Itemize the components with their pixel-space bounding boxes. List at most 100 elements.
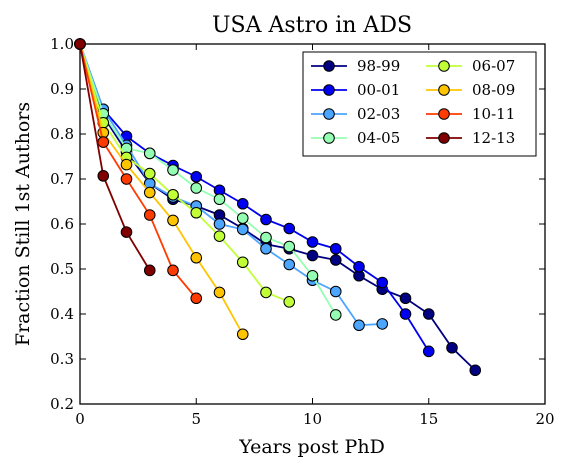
y-tick-label: 0.6 bbox=[50, 215, 74, 233]
legend: 98-99 00-01 02-03 04-05 06-07 08-09 10-11 12-13 bbox=[302, 51, 537, 157]
data-point bbox=[283, 240, 296, 253]
series-line bbox=[79, 43, 290, 303]
plot-area: 0 5 10 15 20 0.2 0.3 0.4 0.5 0.6 0.7 0.8 0.9 1.0 98-9… bbox=[50, 35, 554, 428]
legend-marker bbox=[438, 84, 450, 96]
legend-label: 04-05 bbox=[357, 129, 400, 147]
legend-label: 10-11 bbox=[472, 105, 515, 123]
legend-label: 06-07 bbox=[472, 57, 515, 75]
legend-label: 00-01 bbox=[357, 81, 400, 99]
legend-marker bbox=[323, 60, 335, 72]
data-point bbox=[167, 214, 179, 227]
data-point bbox=[213, 230, 226, 242]
chart-title: USA Astro in ADS bbox=[212, 13, 412, 38]
data-point bbox=[236, 197, 249, 210]
data-point bbox=[97, 136, 110, 148]
data-point bbox=[143, 167, 156, 180]
data-point bbox=[399, 308, 412, 320]
x-axis-label: Years post PhD bbox=[238, 436, 385, 458]
data-point bbox=[190, 170, 203, 183]
data-point bbox=[329, 285, 342, 298]
data-point bbox=[329, 309, 342, 321]
data-point bbox=[422, 345, 435, 358]
legend-marker bbox=[323, 132, 335, 144]
data-point bbox=[353, 260, 365, 273]
legend-label: 12-13 bbox=[472, 129, 515, 147]
data-point bbox=[120, 173, 133, 185]
data-point bbox=[376, 318, 389, 330]
data-point bbox=[353, 319, 365, 332]
y-tick-label: 0.9 bbox=[50, 80, 74, 98]
data-point bbox=[167, 264, 179, 277]
y-tick-label: 0.2 bbox=[50, 395, 74, 413]
data-point bbox=[283, 258, 296, 271]
legend-item: 98-99 bbox=[311, 57, 400, 75]
y-tick-label: 0.7 bbox=[50, 170, 74, 188]
data-point bbox=[143, 209, 156, 221]
legend-label: 02-03 bbox=[357, 105, 400, 123]
data-point bbox=[143, 264, 156, 277]
data-point bbox=[143, 147, 156, 160]
data-point bbox=[376, 276, 389, 289]
data-point bbox=[213, 218, 226, 230]
legend-marker bbox=[323, 84, 335, 96]
data-point bbox=[329, 242, 342, 255]
legend-item: 06-07 bbox=[426, 57, 515, 75]
y-tick-label: 0.5 bbox=[50, 260, 74, 278]
data-point bbox=[260, 242, 272, 255]
data-point bbox=[120, 226, 133, 238]
data-point bbox=[469, 364, 482, 377]
data-point bbox=[260, 231, 272, 244]
y-tick-label: 0.4 bbox=[50, 305, 74, 323]
legend-marker bbox=[323, 108, 335, 120]
series-line bbox=[79, 43, 337, 316]
legend-marker bbox=[438, 60, 450, 72]
legend-marker bbox=[438, 108, 450, 120]
data-point bbox=[190, 182, 203, 194]
legend-item: 00-01 bbox=[311, 81, 400, 99]
data-point bbox=[260, 213, 272, 226]
y-axis-label: Fraction Still 1st Authors bbox=[12, 102, 34, 346]
data-point bbox=[306, 249, 319, 262]
data-point bbox=[306, 236, 319, 248]
data-point bbox=[190, 206, 203, 219]
legend-label: 98-99 bbox=[357, 57, 400, 75]
x-tick-label: 15 bbox=[419, 410, 438, 428]
data-point bbox=[143, 186, 156, 199]
data-point bbox=[74, 38, 86, 50]
data-point bbox=[213, 193, 226, 206]
data-point bbox=[120, 158, 133, 171]
y-tick-label: 0.8 bbox=[50, 125, 74, 143]
legend-item: 02-03 bbox=[311, 105, 400, 123]
data-point bbox=[260, 286, 272, 299]
x-tick-label: 5 bbox=[191, 410, 201, 428]
data-point bbox=[236, 256, 249, 269]
series-line bbox=[79, 43, 197, 299]
y-tick-label: 1.0 bbox=[50, 35, 74, 53]
series-layer bbox=[74, 38, 482, 377]
data-point bbox=[213, 286, 226, 299]
data-point bbox=[283, 222, 296, 235]
y-tick-label: 0.3 bbox=[50, 350, 74, 368]
data-point bbox=[167, 164, 179, 176]
legend-item: 08-09 bbox=[426, 81, 515, 99]
series-12-13 bbox=[74, 38, 156, 277]
series-line bbox=[79, 43, 430, 352]
data-point bbox=[190, 251, 203, 264]
data-point bbox=[236, 212, 249, 224]
legend-item: 10-11 bbox=[426, 105, 515, 123]
x-tick-label: 0 bbox=[75, 410, 85, 428]
data-point bbox=[306, 269, 319, 282]
data-point bbox=[329, 254, 342, 266]
x-tick-label: 20 bbox=[535, 410, 554, 428]
axis-ticks: 0 5 10 15 20 0.2 0.3 0.4 0.5 0.6 0.7 0.8 0.9 1.0 bbox=[50, 35, 554, 428]
data-point bbox=[399, 292, 412, 305]
data-point bbox=[167, 188, 179, 201]
data-point bbox=[422, 308, 435, 320]
data-point bbox=[236, 328, 249, 341]
data-point bbox=[283, 296, 296, 308]
legend-item: 12-13 bbox=[426, 129, 515, 147]
legend-label: 08-09 bbox=[472, 81, 515, 99]
data-point bbox=[97, 170, 110, 182]
legend-marker bbox=[438, 132, 450, 144]
